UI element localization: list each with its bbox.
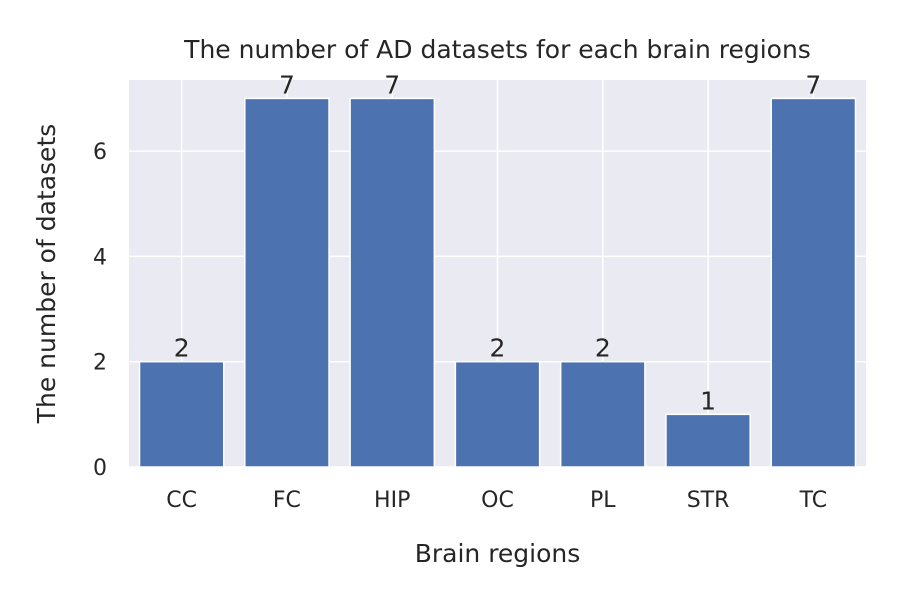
x-tick-label-tc: TC	[799, 488, 828, 513]
data-label-pl: 2	[595, 334, 611, 363]
bars	[138, 97, 857, 468]
data-label-fc: 7	[279, 70, 295, 99]
bar-str	[665, 413, 751, 468]
y-tick-label: 2	[93, 351, 107, 376]
data-label-tc: 7	[805, 70, 821, 99]
data-labels: 2 7 7 2 2 1 7	[174, 70, 822, 415]
y-tick-label: 6	[93, 140, 107, 165]
bar-hip	[349, 97, 436, 468]
bar-tc	[770, 97, 857, 468]
x-tick-label-cc: CC	[166, 488, 197, 513]
y-axis-label: The number of datasets	[32, 124, 61, 425]
data-label-hip: 7	[384, 70, 400, 99]
data-label-str: 1	[700, 386, 716, 415]
y-tick-label: 0	[93, 456, 107, 481]
x-ticks: CC FC HIP OC PL STR TC	[166, 488, 827, 513]
x-tick-label-hip: HIP	[374, 488, 410, 513]
chart-title: The number of AD datasets for each brain…	[183, 35, 811, 64]
bar-cc	[138, 360, 225, 468]
x-tick-label-str: STR	[687, 488, 730, 513]
bar-oc	[454, 360, 541, 468]
data-label-oc: 2	[490, 334, 506, 363]
x-axis-label: Brain regions	[415, 539, 581, 568]
bar-fc	[244, 97, 330, 468]
y-ticks: 0 2 4 6	[93, 140, 107, 481]
x-tick-label-pl: PL	[590, 488, 616, 513]
bar-pl	[559, 360, 646, 468]
x-tick-label-fc: FC	[273, 488, 301, 513]
data-label-cc: 2	[174, 334, 190, 363]
x-tick-label-oc: OC	[481, 488, 514, 513]
y-tick-label: 4	[93, 245, 107, 270]
